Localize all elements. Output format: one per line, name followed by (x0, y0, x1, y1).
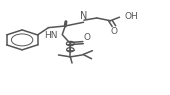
Text: OH: OH (124, 12, 138, 21)
Text: HN: HN (44, 31, 58, 40)
Text: O: O (111, 27, 118, 36)
Text: N: N (80, 11, 88, 21)
Text: O: O (84, 33, 91, 42)
